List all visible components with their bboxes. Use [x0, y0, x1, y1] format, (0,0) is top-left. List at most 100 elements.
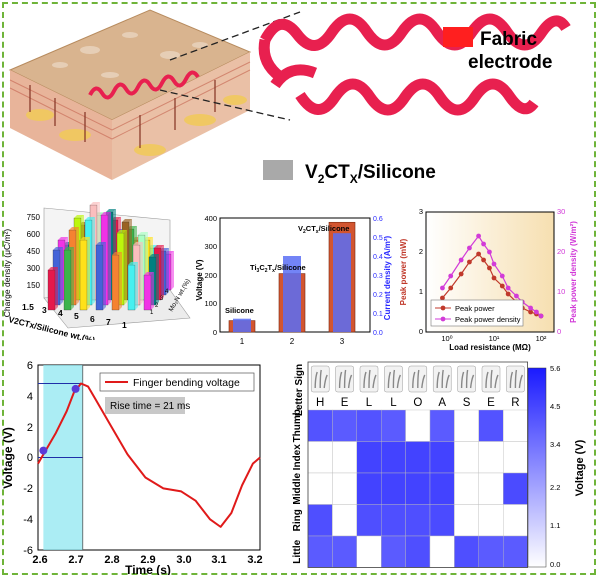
peak-legend: [430, 299, 524, 327]
charge-bar-top: [90, 202, 100, 205]
peak-density-point: [487, 249, 492, 255]
charge-xtick: 6: [90, 314, 95, 324]
bar-label-silicone: Silicone: [225, 306, 254, 315]
charge-bar-top: [74, 215, 84, 218]
charge-ztick: 1: [150, 310, 154, 316]
charge-ytick: 750: [27, 213, 41, 222]
skin-block: [8, 9, 252, 180]
heatmap-cell: [502, 535, 528, 568]
peak-density-point: [448, 273, 454, 279]
charge-bar: [111, 254, 120, 311]
hand-sign-fingers-icon: [363, 369, 377, 389]
charge-ytick: 600: [27, 230, 41, 239]
heatmap-corner-label: Letter Sign: [294, 364, 305, 416]
peak-power-point: [505, 291, 511, 297]
density-ytick: 30: [557, 207, 565, 216]
rise-time-label: Rise time = 21 ms: [110, 401, 190, 412]
heatmap-cell: [332, 441, 358, 474]
hand-sign-fingers-icon: [509, 369, 524, 389]
power-ytick: 1: [419, 287, 423, 296]
charge-bar-side: [151, 272, 154, 310]
heatmap-letter: A: [438, 397, 446, 409]
finger-ytick: -6: [23, 545, 33, 557]
heatmap-cell: [405, 441, 431, 474]
charge-bar-top: [154, 245, 164, 248]
finger-xtick: 2.7: [68, 554, 83, 566]
charge-ytick: 150: [27, 281, 41, 290]
charge-bar-top: [112, 252, 122, 255]
heatmap-letter: L: [366, 397, 373, 409]
figure-border: [2, 2, 596, 575]
finger-ytick: 4: [27, 391, 33, 403]
charge-bar-top: [58, 237, 68, 240]
finger-xlabel: Time (s): [125, 563, 171, 575]
heatmap-cell: [356, 504, 382, 537]
heatmap-row-label: Thumb: [292, 409, 303, 442]
current-ytick: 0.5: [373, 235, 383, 242]
charge-bar-top: [122, 219, 132, 222]
charge-bar-top: [144, 272, 154, 275]
colorbar-label: Voltage (V): [574, 439, 586, 496]
peak-density-point: [476, 233, 481, 239]
current-ytick: 0.4: [373, 254, 383, 261]
finger-voltage-line: [37, 382, 261, 528]
charge-bar: [63, 249, 72, 311]
resistance-xtick: 10²: [536, 334, 547, 343]
finger-series: [37, 365, 261, 550]
charge-xtick: 1: [122, 320, 127, 330]
finger-ytick: 0: [27, 452, 33, 464]
voltage-ytick: 100: [204, 299, 217, 308]
finger-ytick: 6: [27, 360, 33, 372]
hand-sign-fingers-icon: [436, 369, 450, 389]
finger-legend-label: Finger bending voltage: [133, 377, 240, 389]
small-electrode-shape: [88, 70, 200, 100]
rise-marker: [39, 446, 48, 455]
fabric-swatch: [443, 27, 473, 47]
hand-sign-fingers-icon: [412, 369, 426, 389]
heatmap-cell: [429, 472, 455, 505]
voltage-ytick: 400: [204, 214, 217, 223]
charge-bar: [143, 274, 152, 311]
heatmap-cell: [332, 535, 358, 568]
heatmap-cell: [380, 472, 406, 505]
charge-bar-top: [133, 242, 143, 245]
heatmap-cell: [502, 504, 528, 537]
peak-density-point: [467, 245, 472, 251]
heatmap-cell: [502, 472, 528, 505]
colorbar-tick: 5.6: [550, 364, 560, 373]
heatmap-letter: S: [463, 397, 471, 409]
heatmap-letter: H: [316, 397, 324, 409]
charge-bar-top: [138, 232, 148, 235]
peak-density-point: [440, 285, 445, 291]
heatmap-letter: E: [341, 397, 349, 409]
charge-bar-top: [48, 267, 58, 270]
charge-bar-top: [96, 242, 106, 245]
peak-power-point: [440, 295, 445, 301]
peak-power-point: [499, 283, 505, 289]
heatmap-cell: [454, 472, 479, 505]
peak-power-point: [481, 257, 486, 263]
colorbar-tick: 2.2: [550, 483, 560, 492]
heatmap-cell: [380, 441, 406, 474]
charge-ztick: 4: [165, 289, 169, 295]
heatmap-cell: [478, 535, 504, 568]
heatmap-grid: [307, 361, 529, 568]
heatmap-cell: [429, 535, 455, 568]
rise-marker: [71, 384, 80, 393]
voltage-xtick: 2: [290, 337, 295, 346]
heatmap-cell: [405, 472, 431, 505]
heatmap-row-label: Index: [292, 444, 303, 471]
heatmap-cell: [307, 504, 333, 537]
peak-power-chart: 0 1 2 3 0 10 20 30 10⁰ 10¹ 10² Load resi…: [399, 207, 578, 352]
power-ytick: 2: [419, 247, 423, 256]
charge-bar: [127, 264, 136, 311]
power-ytick: 0: [419, 327, 423, 336]
heatmap-cell: [405, 409, 431, 442]
heatmap-cell: [307, 441, 333, 474]
charge-xtick: 4: [58, 308, 63, 318]
heatmap-cell: [307, 472, 333, 505]
charge-bar-side: [119, 252, 122, 310]
charge-bar-top: [69, 227, 79, 230]
charge-bar-top: [117, 230, 127, 233]
